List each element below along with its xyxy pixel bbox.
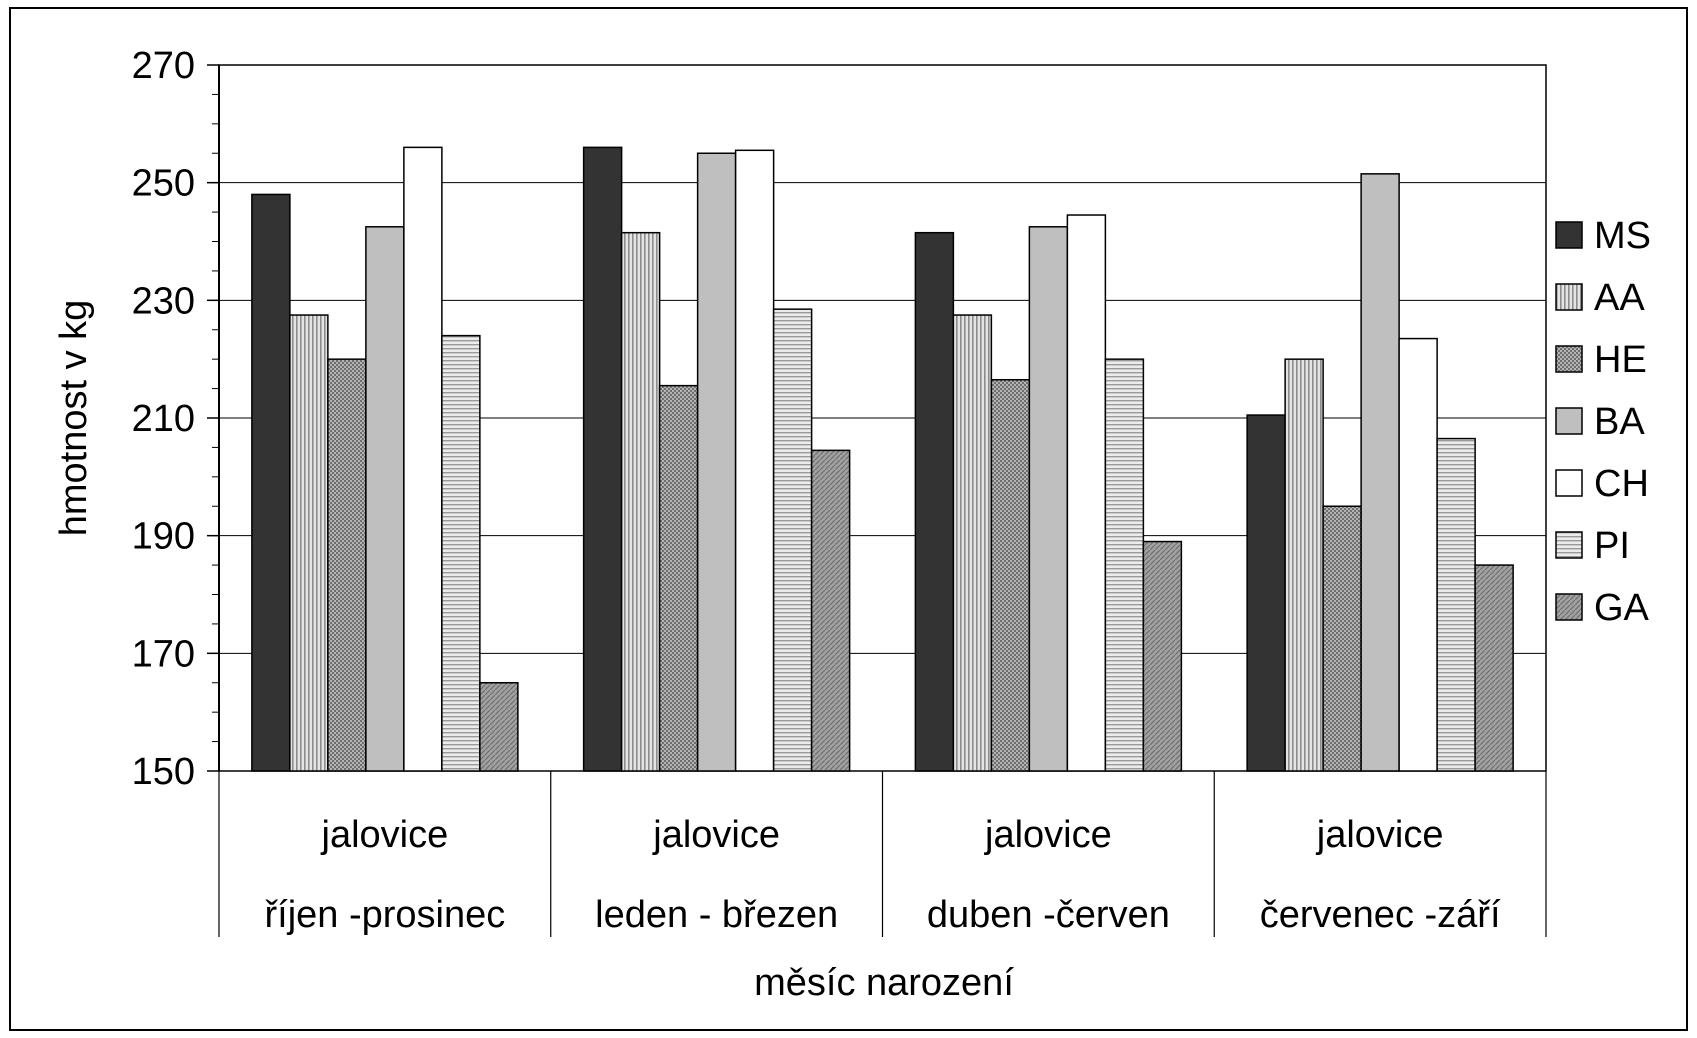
legend-label-ch: CH [1594, 463, 1649, 505]
legend-label-aa: AA [1594, 277, 1645, 319]
y-tick-label: 190 [132, 516, 195, 558]
bar-ch [734, 149, 775, 772]
bar-aa [952, 314, 993, 772]
bar-pi [1436, 437, 1476, 772]
category-label-line2: leden - březen [595, 894, 838, 936]
bar-ga [810, 449, 851, 772]
bar-ms [914, 231, 955, 772]
y-axis-title: hmotnost v kg [53, 300, 95, 537]
bar-pi [1104, 358, 1145, 772]
x-axis-title: měsíc narození [754, 962, 1014, 1004]
bar-ms [251, 193, 291, 772]
bar-aa [620, 231, 661, 772]
category-label-line2: duben -červen [927, 894, 1170, 936]
x-axis-categories: jalovice říjen -prosinec jalovice leden - b… [218, 771, 1547, 937]
bar-ba [365, 226, 405, 772]
y-tick-label: 230 [132, 280, 195, 322]
bar-ga [1474, 564, 1514, 772]
legend-swatch-he [1555, 345, 1583, 373]
legend: MS AA HE BA CH PI GA [1555, 215, 1651, 629]
bar-ga [479, 682, 519, 772]
y-tick-label: 270 [132, 45, 195, 87]
bars [251, 146, 1514, 772]
bar-ch [403, 146, 443, 772]
legend-swatch-ba [1555, 407, 1583, 435]
bar-ba [696, 152, 737, 772]
y-tick-label: 150 [132, 751, 195, 793]
legend-swatch-ga [1555, 593, 1583, 621]
category-label-line1: jalovice [1316, 814, 1444, 856]
legend-label-pi: PI [1594, 525, 1630, 567]
category-label-line1: jalovice [321, 814, 449, 856]
legend-label-he: HE [1594, 339, 1647, 381]
legend-swatch-ch [1555, 469, 1583, 497]
category-label-line2: říjen -prosinec [264, 894, 505, 936]
category-label-line1: jalovice [652, 814, 780, 856]
bar-aa [289, 314, 329, 772]
legend-swatch-aa [1555, 283, 1583, 311]
bar-pi [772, 308, 813, 772]
y-axis: 150 170 190 210 230 250 270 [132, 45, 220, 793]
legend-swatch-pi [1555, 531, 1583, 559]
bar-ba [1028, 226, 1069, 772]
y-tick-label: 210 [132, 398, 195, 440]
legend-label-ba: BA [1594, 401, 1645, 443]
y-tick-label: 170 [132, 633, 195, 675]
bar-he [658, 384, 699, 772]
legend-label-ms: MS [1594, 215, 1651, 257]
bar-he [1322, 505, 1362, 772]
y-tick-label: 250 [132, 163, 195, 205]
bar-he [327, 358, 367, 772]
category-label-line1: jalovice [984, 814, 1112, 856]
bar-ms [582, 146, 623, 772]
bar-aa [1284, 358, 1324, 772]
bar-pi [441, 334, 481, 772]
bar-ms [1246, 414, 1286, 772]
category-label-line2: červenec -září [1260, 894, 1501, 936]
legend-swatch-ms [1555, 221, 1583, 249]
bar-ch [1398, 337, 1438, 772]
bar-ba [1360, 173, 1400, 772]
bar-he [990, 379, 1031, 772]
bar-ga [1142, 540, 1183, 772]
bar-ch [1066, 214, 1107, 772]
legend-label-ga: GA [1594, 587, 1650, 629]
